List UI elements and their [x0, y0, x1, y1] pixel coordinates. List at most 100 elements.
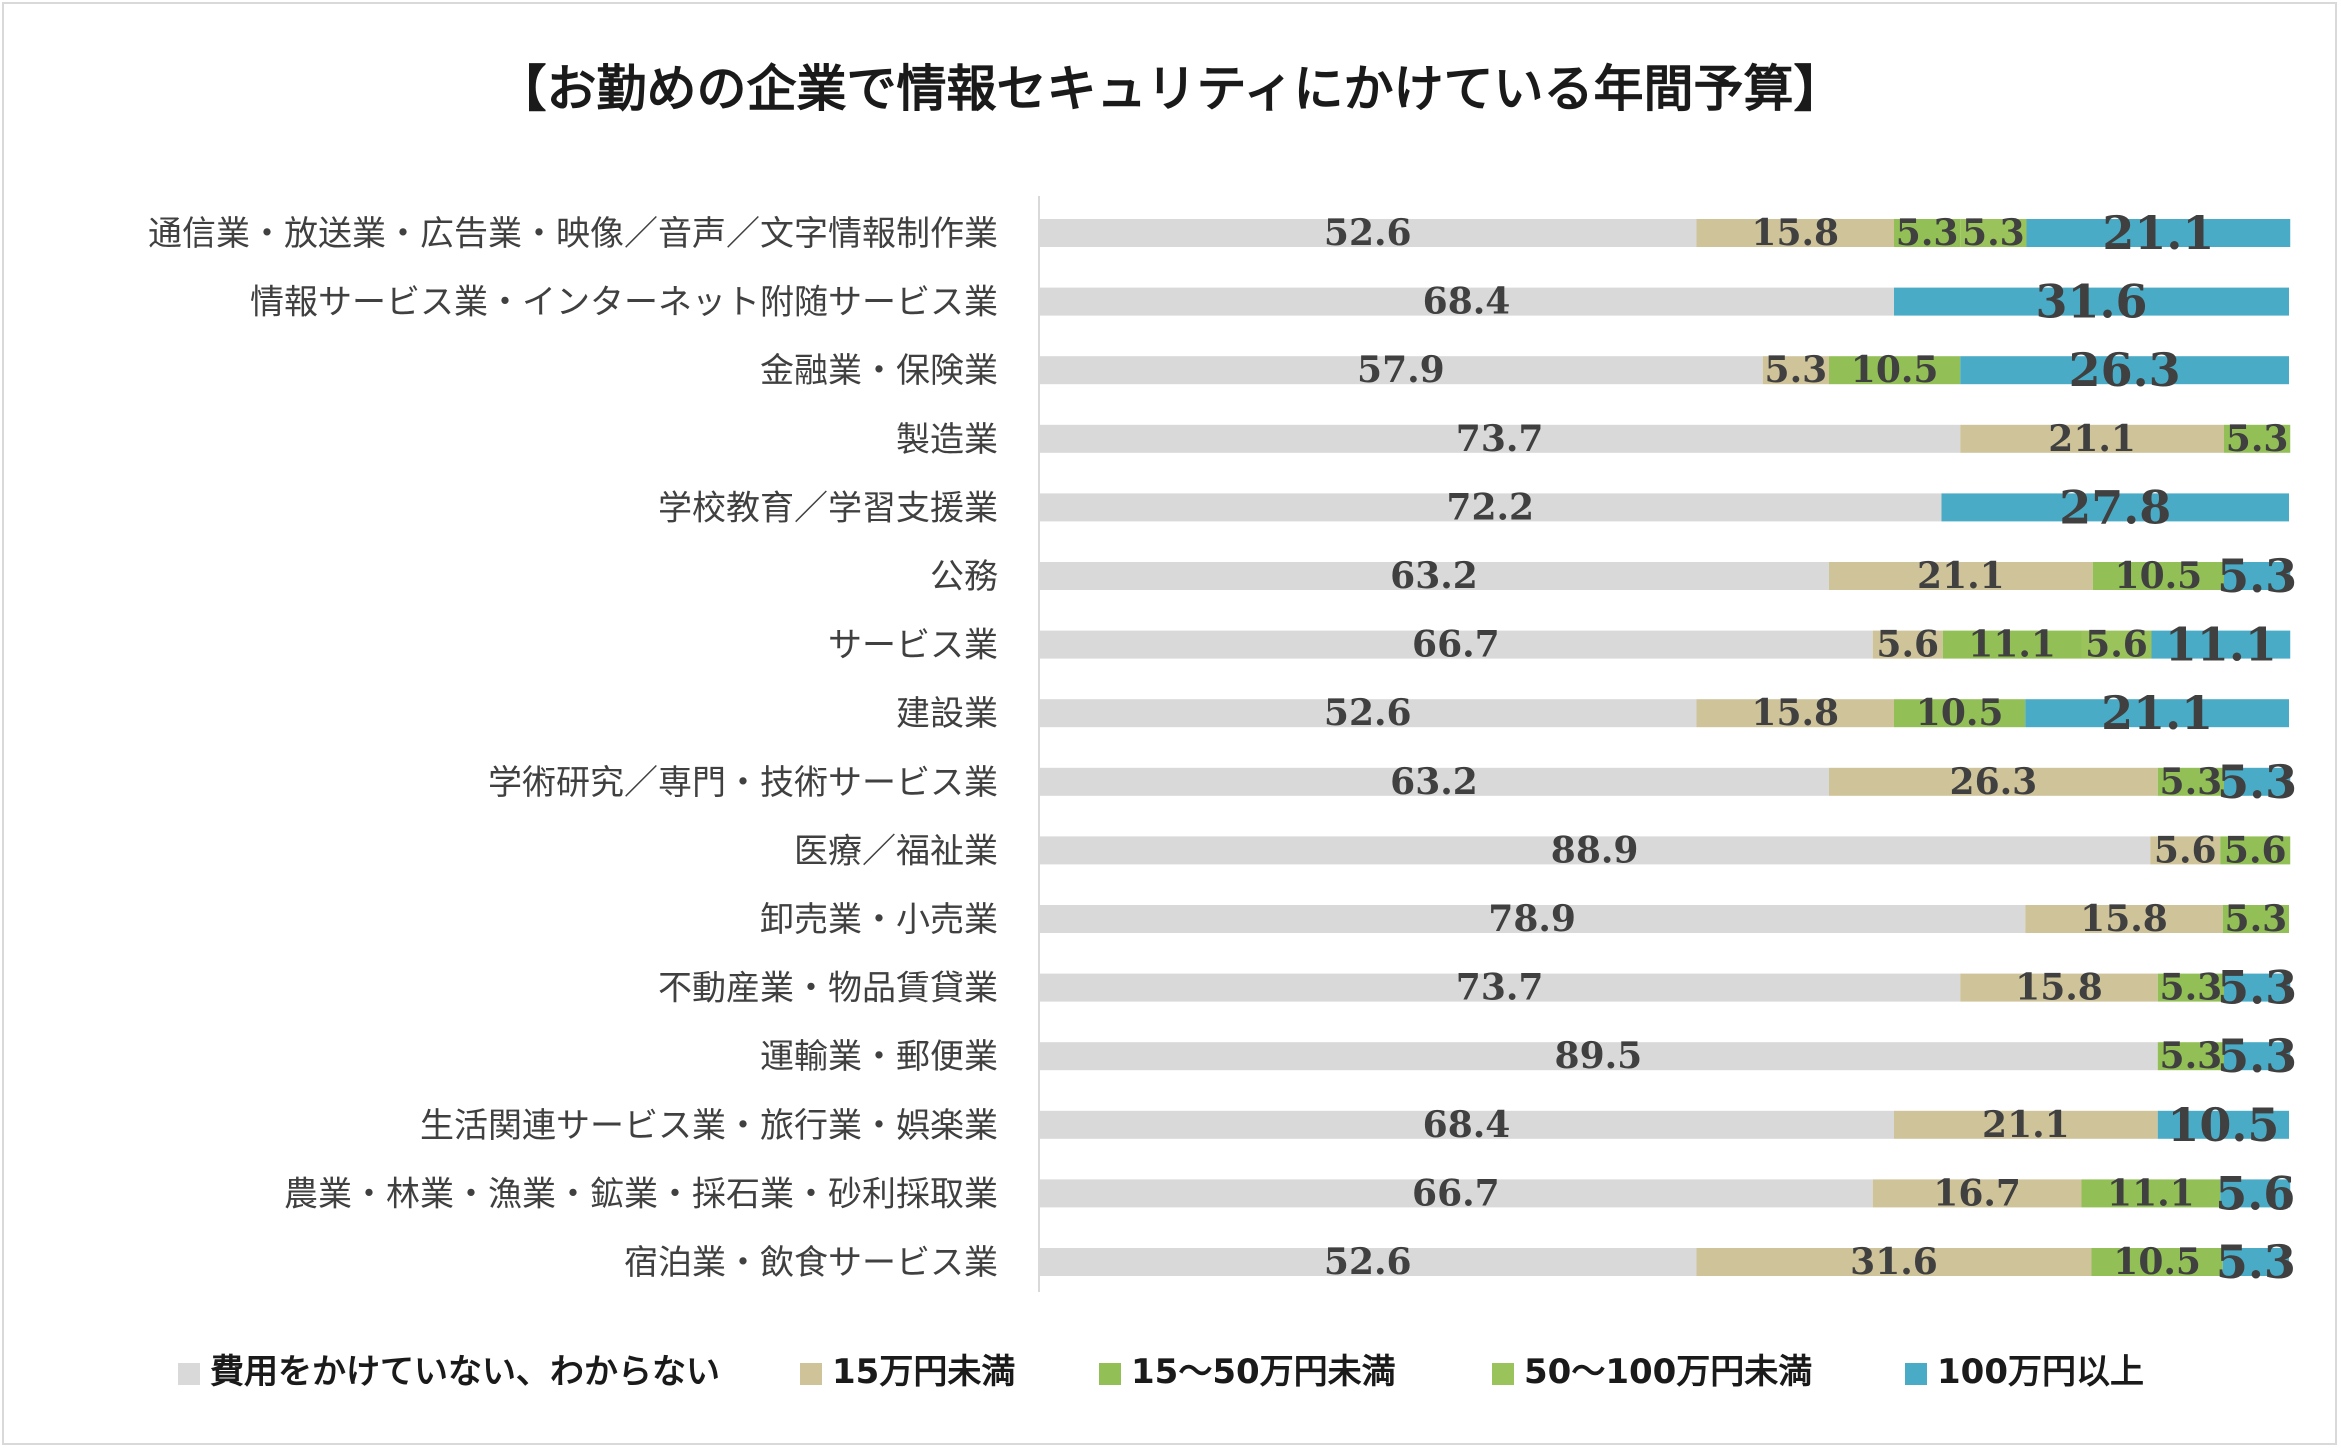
bar-segment	[1829, 562, 2093, 590]
bar-segment	[1039, 905, 2026, 933]
category-label: 生活関連サービス業・旅行業・娯楽業	[420, 1106, 998, 1146]
data-label: 5.3	[2217, 961, 2297, 1015]
data-label: 52.6	[1324, 692, 1412, 734]
bar-segment	[1039, 1110, 1894, 1139]
data-label: 5.6	[2085, 624, 2148, 666]
data-label: 10.5	[2113, 1241, 2201, 1283]
data-label: 5.6	[1876, 624, 1939, 666]
bar-segment	[1872, 630, 1943, 659]
data-label: 63.2	[1390, 761, 1478, 803]
legend-swatch	[1492, 1363, 1514, 1385]
category-label: 不動産業・物品賃貸業	[658, 969, 998, 1009]
bar-segment	[2081, 630, 2152, 659]
category-label: 情報サービス業・インターネット附随サービス業	[250, 283, 998, 323]
bar-segment	[1894, 1110, 2158, 1139]
data-label: 21.1	[1917, 555, 2005, 597]
category-label: 通信業・放送業・広告業・映像／音声／文字情報制作業	[148, 214, 998, 254]
data-label: 26.3	[2069, 343, 2181, 397]
bar-segment	[2222, 905, 2289, 933]
data-label: 52.6	[1324, 1241, 1412, 1283]
data-label: 16.7	[1933, 1172, 2021, 1214]
bar-segment	[1039, 562, 1829, 590]
data-label: 5.3	[2217, 755, 2297, 809]
bar-segment	[2220, 836, 2291, 865]
bar-segment	[1894, 287, 2289, 316]
category-label: 学校教育／学習支援業	[658, 488, 998, 528]
bar-segment	[1960, 973, 2158, 1002]
bar-segment	[2224, 1042, 2291, 1071]
data-label: 31.6	[1850, 1241, 1938, 1283]
bar-segment	[2224, 424, 2291, 453]
legend-label: 100万円以上	[1937, 1352, 2144, 1392]
bar-segment	[1039, 287, 1894, 316]
data-label: 68.4	[1423, 281, 1511, 323]
bar-segment	[2157, 767, 2224, 796]
bar-segment	[2157, 1042, 2224, 1071]
category-label: 公務	[930, 557, 998, 597]
data-label: 10.5	[2115, 555, 2203, 597]
data-label: 15.8	[2015, 967, 2103, 1009]
category-label: 卸売業・小売業	[760, 900, 998, 940]
bar-segment	[1829, 767, 2158, 796]
bar-segment	[2222, 1248, 2289, 1276]
data-label: 15.8	[1751, 692, 1839, 734]
data-label: 5.3	[2217, 1029, 2297, 1083]
category-labels: 通信業・放送業・広告業・映像／音声／文字情報制作業情報サービス業・インターネット…	[148, 214, 998, 1283]
bar-segment	[2091, 1248, 2223, 1276]
bar-segment	[2081, 1179, 2221, 1208]
data-label: 5.3	[2217, 549, 2297, 603]
category-label: 製造業	[896, 420, 998, 460]
bar-segment	[1039, 630, 1873, 659]
data-label: 57.9	[1357, 349, 1445, 391]
data-label: 11.1	[2107, 1172, 2195, 1214]
data-label: 5.3	[1896, 212, 1959, 254]
bar-segment	[1696, 219, 1894, 247]
data-label: 5.6	[2215, 1166, 2295, 1220]
bar-segment	[1762, 356, 1829, 385]
data-label: 21.1	[1982, 1104, 2070, 1146]
legend-label: 50～100万円未満	[1524, 1352, 1812, 1392]
category-label: 学術研究／専門・技術サービス業	[488, 763, 998, 803]
bar-segment	[1039, 699, 1697, 728]
category-label: 運輸業・郵便業	[760, 1037, 998, 1077]
bar-segment	[1039, 424, 1961, 453]
bar-segment	[1829, 356, 1961, 385]
data-label: 5.3	[2226, 418, 2289, 460]
data-label: 63.2	[1390, 555, 1478, 597]
legend-swatch	[178, 1363, 200, 1385]
bar-segment	[1960, 424, 2224, 453]
category-label: 宿泊業・飲食サービス業	[624, 1243, 998, 1283]
category-label: サービス業	[828, 626, 998, 666]
data-label: 72.2	[1446, 486, 1534, 528]
data-label: 52.6	[1324, 212, 1412, 254]
data-label: 88.9	[1551, 829, 1639, 871]
legend-swatch	[1905, 1363, 1927, 1385]
data-label: 78.9	[1488, 898, 1576, 940]
bar-segment	[1942, 630, 2082, 659]
bar-segment	[1039, 1248, 1697, 1276]
category-label: 農業・林業・漁業・鉱業・採石業・砂利採取業	[284, 1174, 998, 1214]
data-label: 10.5	[2167, 1098, 2279, 1152]
data-label: 5.3	[1962, 212, 2025, 254]
bar-segment	[1039, 356, 1763, 385]
data-label: 15.8	[1751, 212, 1839, 254]
data-label: 10.5	[1916, 692, 2004, 734]
data-label: 73.7	[1456, 418, 1544, 460]
data-label: 5.6	[2154, 829, 2217, 871]
legend-label: 15～50万円未満	[1131, 1352, 1396, 1392]
bar-segment	[1039, 493, 1942, 522]
data-label: 15.8	[2080, 898, 2168, 940]
bar-segment	[2157, 973, 2224, 1002]
category-label: 建設業	[896, 694, 998, 734]
bar-segment	[1039, 1042, 2158, 1071]
bar-segment	[1960, 219, 2027, 247]
data-label: 5.3	[2216, 1235, 2296, 1289]
data-label: 11.1	[1968, 624, 2056, 666]
data-label: 5.3	[2160, 1035, 2223, 1077]
data-label: 21.1	[2102, 206, 2214, 260]
data-label: 5.3	[2160, 967, 2223, 1009]
data-label: 68.4	[1423, 1104, 1511, 1146]
bar-segment	[2025, 905, 2223, 933]
bar-segment	[2157, 1110, 2289, 1139]
